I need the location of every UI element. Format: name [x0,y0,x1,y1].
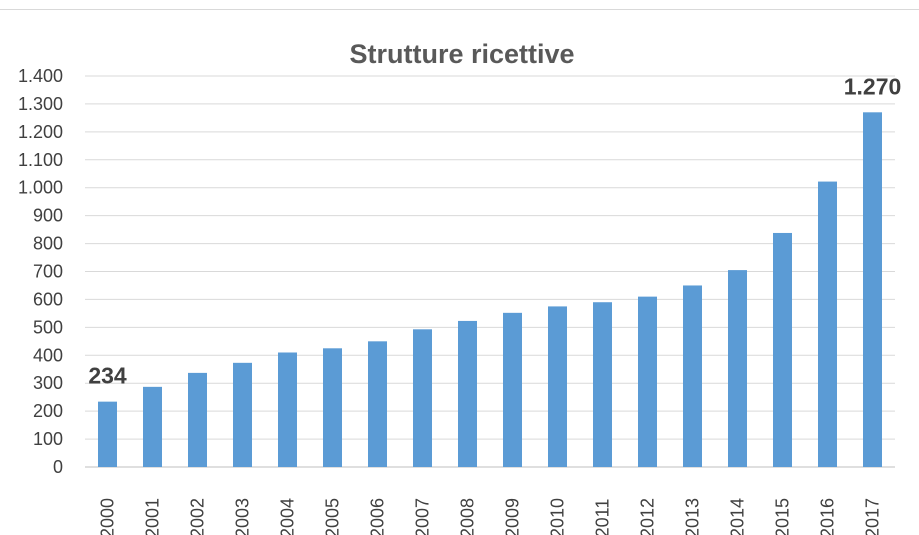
x-tick-label: 2009 [503,498,523,535]
bar [683,285,702,467]
gridlines [85,75,895,468]
x-tick-label: 2001 [143,498,163,535]
bar [458,320,477,467]
x-tick-label: 2005 [323,498,343,535]
x-tick-label: 2003 [233,498,253,535]
x-axis-ticks: 2000 2001 2002 2003 2004 2005 2006 2007 2008 2009… [98,498,883,535]
y-tick-label: 0 [53,457,63,477]
y-tick-label: 100 [33,429,63,449]
x-tick-label: 2015 [773,498,793,535]
bar [278,352,297,467]
data-label: 1.270 [844,73,902,99]
bar [98,401,117,467]
bar [323,348,342,467]
bar [863,112,882,468]
x-tick-label: 2006 [368,498,388,535]
y-tick-label: 200 [33,401,63,421]
bar [413,329,432,467]
y-tick-label: 1.200 [18,122,63,142]
bar [593,302,612,467]
bar [368,341,387,467]
y-tick-label: 400 [33,345,63,365]
bar [638,296,657,467]
chart-title: Strutture ricettive [349,39,574,69]
y-tick-label: 300 [33,373,63,393]
x-tick-label: 2008 [458,498,478,535]
bar [548,306,567,467]
x-tick-label: 2011 [593,499,613,535]
x-tick-label: 2004 [278,498,298,535]
x-tick-label: 2013 [683,498,703,535]
y-tick-label: 600 [33,289,63,309]
x-tick-label: 2007 [413,498,433,535]
x-tick-label: 2000 [98,498,118,535]
y-tick-label: 500 [33,317,63,337]
x-tick-label: 2014 [728,498,748,535]
bar [503,312,522,467]
bar [728,270,747,467]
y-axis-ticks: 0 100 200 300 400 500 600 700 800 900 1.000 1.100 1.… [18,66,63,477]
bars [98,112,882,468]
x-tick-label: 2017 [863,498,883,535]
bar [188,372,207,467]
bar [143,386,162,467]
x-tick-label: 2012 [638,498,658,535]
y-tick-label: 1.300 [18,94,63,114]
y-tick-label: 1.400 [18,66,63,86]
y-tick-label: 1.000 [18,178,63,198]
x-tick-label: 2010 [548,498,568,535]
bar [773,232,792,467]
data-labels: 234 1.270 [88,73,901,388]
bar [818,181,837,467]
x-tick-label: 2002 [188,498,208,535]
y-tick-label: 900 [33,206,63,226]
y-tick-label: 800 [33,234,63,254]
y-tick-label: 700 [33,262,63,282]
bar [233,362,252,467]
y-tick-label: 1.100 [18,150,63,170]
data-label: 234 [88,363,127,389]
top-divider [0,9,919,10]
x-tick-label: 2016 [818,498,838,535]
